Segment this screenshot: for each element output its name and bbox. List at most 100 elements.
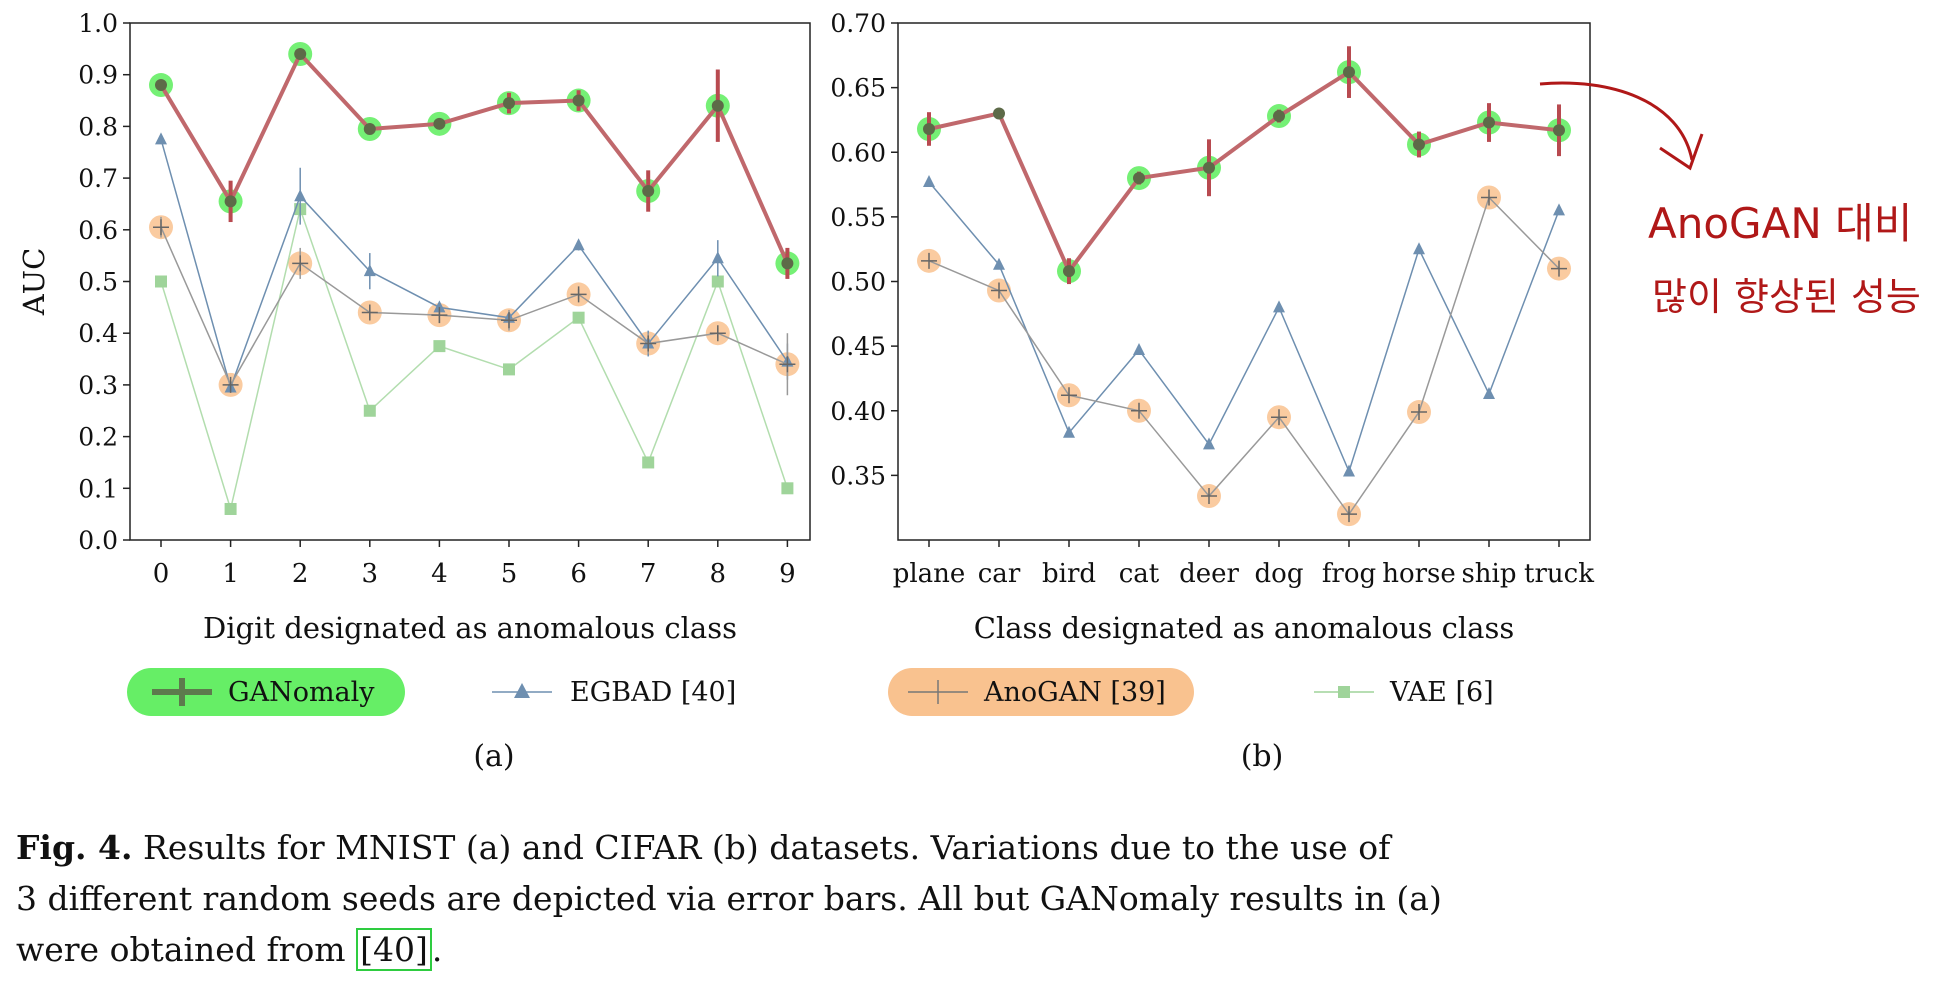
panel-b-xtick-label: bird [1042, 559, 1096, 589]
panel-b-xtick-label: plane [893, 559, 966, 589]
panel-a-xtick-label: 5 [501, 559, 518, 589]
panel-b-point-egbad [1343, 464, 1355, 477]
panel-a-ytick-label: 0.4 [78, 319, 118, 348]
figure-caption: Fig. 4. Results for MNIST (a) and CIFAR … [16, 822, 1606, 975]
panel-a-point-anogan [292, 255, 309, 272]
panel-a-point-ganomaly [294, 48, 307, 61]
panel-a-ytick-label: 0.3 [78, 371, 118, 400]
annotation: AnoGAN 대비 많이 향상된 성능 [1539, 81, 1921, 319]
panel-a-xtick-label: 8 [710, 559, 727, 589]
annotation-line1: AnoGAN 대비 [1648, 199, 1912, 248]
panel-b-point-egbad [1273, 300, 1285, 313]
panel-a-point-vae [433, 340, 446, 353]
panel-a-point-vae [572, 311, 585, 324]
caption-text-3: were obtained from [16, 930, 357, 969]
panel-a-point-ganomaly [572, 94, 585, 107]
panel-a-point-ganomaly [433, 117, 446, 130]
panel-b-ytick-label: 0.70 [830, 9, 886, 38]
panel-a: 0.0 0.1 0.2 0.3 0.4 0.5 0.6 0.7 0.8 0.9 1.0 0 1 2 3 4 5 6… [17, 9, 811, 645]
panel-a-point-egbad [572, 238, 585, 251]
panel-a-point-vae [503, 363, 515, 376]
panel-a-point-anogan [153, 219, 169, 236]
panel-a-point-vae [155, 275, 167, 288]
annotation-line2: 많이 향상된 성능 [1652, 275, 1921, 319]
panel-a-point-ganomaly [363, 122, 376, 135]
panel-a-ytick-label: 0.2 [78, 423, 118, 452]
legend-swatch-vae-marker [1338, 686, 1350, 698]
panel-a-point-ganomaly [503, 97, 515, 110]
panel-a-ytick-label: 0.7 [78, 164, 118, 193]
panel-a-ytick-label: 1.0 [78, 9, 118, 38]
panel-b-point-anogan [1131, 402, 1147, 419]
panel-b-ytick-label: 0.65 [830, 74, 886, 103]
panel-b-point-ganomaly [993, 107, 1005, 120]
panel-b: 0.35 0.40 0.45 0.50 0.55 0.60 0.65 0.70 plane car… [830, 9, 1594, 645]
panel-b-point-ganomaly [1343, 66, 1355, 79]
panel-a-point-anogan [431, 307, 448, 324]
panel-a-line-anogan [160, 226, 788, 387]
panel-a-point-anogan [779, 356, 796, 373]
panel-a-point-anogan [709, 325, 726, 342]
panel-b-xtick-label: truck [1524, 559, 1594, 589]
panel-a-xtick-label: 0 [153, 559, 170, 589]
panel-a-point-ganomaly [711, 99, 724, 112]
caption-fig-label: Fig. 4. [16, 828, 133, 867]
panel-a-point-egbad [711, 251, 724, 264]
panel-b-point-anogan [1341, 506, 1357, 523]
panel-a-xtick-label: 6 [570, 559, 587, 589]
panel-b-point-egbad [1483, 386, 1495, 399]
panel-b-point-egbad [923, 174, 935, 187]
legend-highlight-ganomaly [127, 668, 405, 716]
legend-label-vae: VAE [6] [1389, 677, 1494, 708]
panel-a-x-axis-label: Digit designated as anomalous class [203, 611, 737, 645]
legend-label-egbad: EGBAD [40] [570, 677, 736, 708]
panel-a-point-vae [224, 502, 237, 515]
panel-b-ytick-label: 0.60 [830, 138, 886, 167]
panel-b-xtick-label: horse [1382, 559, 1456, 589]
panel-b-xtick-label: dog [1255, 559, 1304, 589]
panel-b-point-anogan [921, 252, 937, 269]
legend-label-ganomaly: GANomaly [228, 677, 375, 708]
panel-b-point-egbad [1413, 242, 1425, 255]
panel-a-ytick-label: 0.1 [78, 474, 118, 503]
panel-b-xtick-label: frog [1322, 559, 1376, 589]
panel-a-line-vae [160, 206, 789, 512]
panel-a-point-vae [711, 275, 724, 288]
panel-b-ytick-label: 0.45 [830, 332, 886, 361]
panel-b-point-ganomaly [923, 122, 935, 135]
panel-a-point-egbad [363, 264, 376, 277]
panel-a-xtick-label: 9 [779, 559, 796, 589]
panel-a-point-ganomaly [642, 185, 655, 198]
panel-b-point-ganomaly [1553, 124, 1565, 137]
panel-b-point-ganomaly [1203, 161, 1215, 174]
annotation-arrowhead [1659, 133, 1704, 171]
panel-b-point-ganomaly [1063, 265, 1075, 278]
panel-b-point-anogan [1271, 409, 1287, 426]
caption-ref-link[interactable]: [40] [356, 928, 432, 971]
panel-b-point-ganomaly [1133, 172, 1145, 185]
panel-a-point-egbad [155, 132, 167, 145]
panel-b-line-egbad [928, 181, 1560, 474]
panel-b-xtick-label: deer [1179, 559, 1239, 589]
caption-line-3: were obtained from [40]. [16, 924, 1606, 975]
legend-highlight-anogan [888, 668, 1194, 716]
panel-a-point-egbad [294, 189, 307, 202]
panel-a-point-anogan [501, 312, 517, 329]
legend-swatch-egbad-marker [514, 683, 530, 698]
panel-a-line-ganomaly [159, 50, 790, 265]
panel-a-y-axis-label: AUC [17, 248, 51, 317]
panel-a-point-anogan [222, 376, 239, 393]
panel-b-point-egbad [1203, 437, 1215, 450]
panel-a-ytick-label: 0.6 [78, 216, 118, 245]
panel-b-xtick-label: car [978, 559, 1021, 589]
panel-b-point-egbad [1553, 203, 1565, 216]
panel-a-point-egbad [433, 300, 446, 313]
panel-b-point-anogan [1061, 387, 1077, 404]
panel-a-ytick-label: 0.8 [78, 112, 118, 141]
panel-a-point-anogan [361, 304, 378, 321]
panel-a-point-vae [642, 456, 655, 469]
panel-a-ytick-label: 0.9 [78, 61, 118, 90]
panel-b-point-ganomaly [1273, 110, 1285, 123]
panel-b-point-egbad [1063, 425, 1075, 438]
